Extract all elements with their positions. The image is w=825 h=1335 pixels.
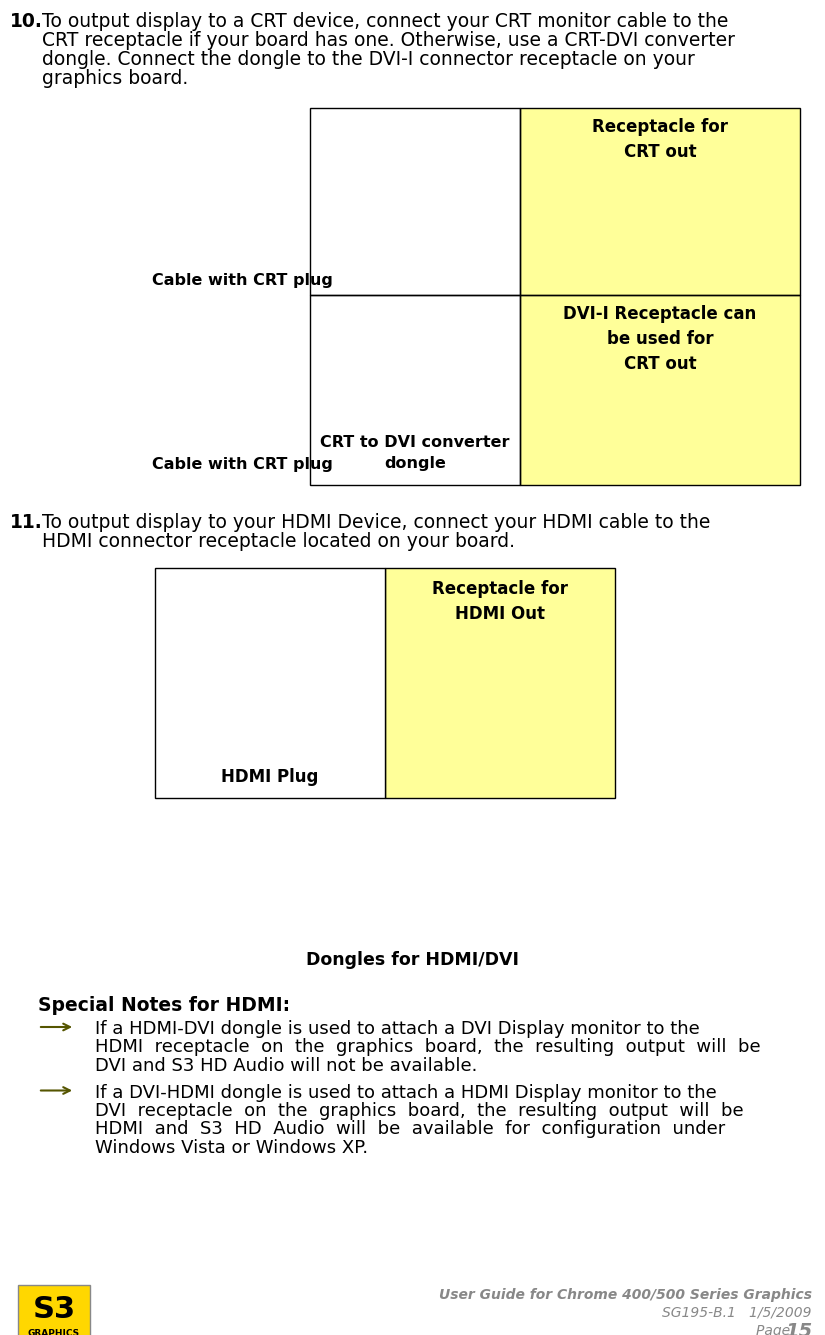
Text: HDMI  receptacle  on  the  graphics  board,  the  resulting  output  will  be: HDMI receptacle on the graphics board, t…	[95, 1039, 761, 1056]
Text: 10.: 10.	[10, 12, 43, 31]
Text: HDMI  and  S3  HD  Audio  will  be  available  for  configuration  under: HDMI and S3 HD Audio will be available f…	[95, 1120, 725, 1139]
Text: 15: 15	[785, 1322, 812, 1335]
Text: HDMI connector receptacle located on your board.: HDMI connector receptacle located on you…	[42, 533, 515, 551]
Bar	[155, 567, 385, 798]
Bar	[520, 295, 800, 485]
Text: Special Notes for HDMI:: Special Notes for HDMI:	[38, 996, 290, 1015]
Text: CRT receptacle if your board has one. Otherwise, use a CRT-DVI converter: CRT receptacle if your board has one. Ot…	[42, 31, 735, 49]
Text: Receptacle for
CRT out: Receptacle for CRT out	[592, 117, 728, 162]
Text: To output display to your HDMI Device, connect your HDMI cable to the: To output display to your HDMI Device, c…	[42, 513, 710, 533]
Text: Receptacle for
HDMI Out: Receptacle for HDMI Out	[432, 579, 568, 623]
Bar	[18, 1286, 90, 1335]
Bar	[520, 108, 800, 295]
Text: GRAPHICS: GRAPHICS	[28, 1330, 80, 1335]
Text: Page: Page	[756, 1324, 794, 1335]
Text: S3: S3	[32, 1295, 76, 1324]
Text: Windows Vista or Windows XP.: Windows Vista or Windows XP.	[95, 1139, 368, 1157]
Text: Cable with CRT plug: Cable with CRT plug	[152, 272, 333, 288]
Text: DVI-I Receptacle can
be used for
CRT out: DVI-I Receptacle can be used for CRT out	[563, 304, 757, 372]
Text: dongle. Connect the dongle to the DVI-I connector receptacle on your: dongle. Connect the dongle to the DVI-I …	[42, 49, 695, 69]
Text: User Guide for Chrome 400/500 Series Graphics: User Guide for Chrome 400/500 Series Gra…	[439, 1288, 812, 1302]
Text: Dongles for HDMI/DVI: Dongles for HDMI/DVI	[305, 951, 518, 969]
Text: DVI  receptacle  on  the  graphics  board,  the  resulting  output  will  be: DVI receptacle on the graphics board, th…	[95, 1101, 743, 1120]
Text: 11.: 11.	[10, 513, 43, 533]
Text: If a DVI-HDMI dongle is used to attach a HDMI Display monitor to the: If a DVI-HDMI dongle is used to attach a…	[95, 1084, 717, 1101]
Bar	[310, 295, 520, 485]
Text: If a HDMI-DVI dongle is used to attach a DVI Display monitor to the: If a HDMI-DVI dongle is used to attach a…	[95, 1020, 700, 1039]
Text: graphics board.: graphics board.	[42, 69, 188, 88]
Text: DVI and S3 HD Audio will not be available.: DVI and S3 HD Audio will not be availabl…	[95, 1057, 478, 1075]
Text: CRT to DVI converter
dongle: CRT to DVI converter dongle	[320, 435, 510, 471]
Bar	[310, 108, 520, 295]
Bar	[385, 567, 615, 798]
Text: SG195-B.1   1/5/2009: SG195-B.1 1/5/2009	[662, 1306, 812, 1320]
Bar	[520, 108, 800, 485]
Text: Cable with CRT plug: Cable with CRT plug	[152, 457, 333, 473]
Text: HDMI Plug: HDMI Plug	[221, 768, 318, 786]
Text: To output display to a CRT device, connect your CRT monitor cable to the: To output display to a CRT device, conne…	[42, 12, 728, 31]
